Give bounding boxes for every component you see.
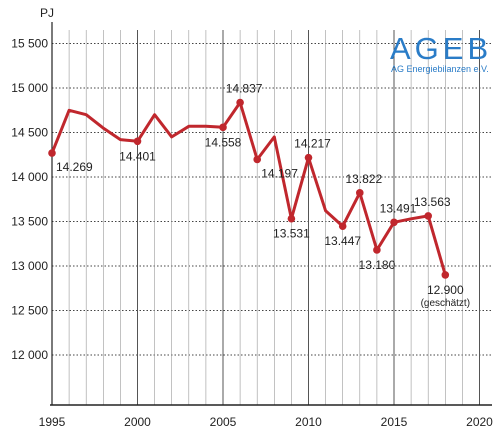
data-label: 14.269 [56, 160, 93, 174]
x-tick-label: 2010 [295, 415, 322, 429]
ageb-logo: AGEB AG Energiebilanzen e.V. [390, 31, 492, 74]
series-line [50, 101, 447, 277]
data-point [390, 218, 398, 227]
x-tick-label: 1995 [39, 415, 66, 429]
grid-lines [51, 30, 492, 405]
data-label-note: (geschätzt) [421, 298, 470, 309]
data-label: 14.197 [261, 166, 298, 180]
x-tick-label: 2015 [381, 415, 408, 429]
data-label: 13.180 [359, 258, 396, 272]
logo-subtitle: AG Energiebilanzen e.V. [391, 64, 489, 74]
data-label: 13.563 [414, 195, 451, 209]
data-label: 14.401 [119, 149, 156, 163]
y-tick-label: 14 500 [11, 126, 48, 140]
data-labels: 14.269 14.401 14.558 14.837 14.197 13.531 14.2… [56, 82, 470, 309]
data-point [236, 98, 244, 107]
y-tick-label: 12 000 [11, 348, 48, 362]
data-point [356, 189, 364, 197]
y-tick-label: 14 000 [11, 170, 48, 184]
data-label: 14.558 [205, 135, 242, 149]
y-tick-label: 12 500 [11, 304, 48, 318]
data-label: 13.491 [380, 201, 417, 215]
x-tick-label: 2020 [466, 415, 493, 429]
y-tick-label: 13 000 [11, 259, 48, 273]
data-point [133, 137, 142, 146]
data-point [424, 212, 433, 220]
data-point [304, 153, 313, 162]
y-tick-label: 13 500 [11, 215, 48, 229]
data-label: 13.531 [273, 227, 310, 241]
x-tick-label: 2000 [124, 415, 151, 429]
data-label: 14.837 [226, 82, 263, 96]
y-tick-label: 15 500 [11, 37, 48, 51]
data-label: 13.447 [324, 234, 361, 248]
y-tick-label: 15 000 [11, 81, 48, 95]
data-label: 13.822 [345, 172, 382, 186]
axes: 12 000 12 500 13 000 13 500 14 000 14 500 15 0… [11, 22, 493, 429]
data-point [441, 271, 450, 279]
data-point [253, 155, 261, 164]
y-axis-unit: PJ [40, 6, 54, 20]
data-point [338, 222, 347, 231]
data-point [287, 214, 296, 223]
data-point [373, 246, 381, 254]
logo-name: AGEB [390, 31, 492, 66]
x-tick-label: 2005 [210, 415, 237, 429]
data-label: 14.217 [294, 137, 331, 151]
data-label: 12.900 [427, 283, 464, 297]
data-point [48, 149, 56, 157]
series-consumption [48, 98, 450, 279]
data-point [219, 123, 227, 132]
